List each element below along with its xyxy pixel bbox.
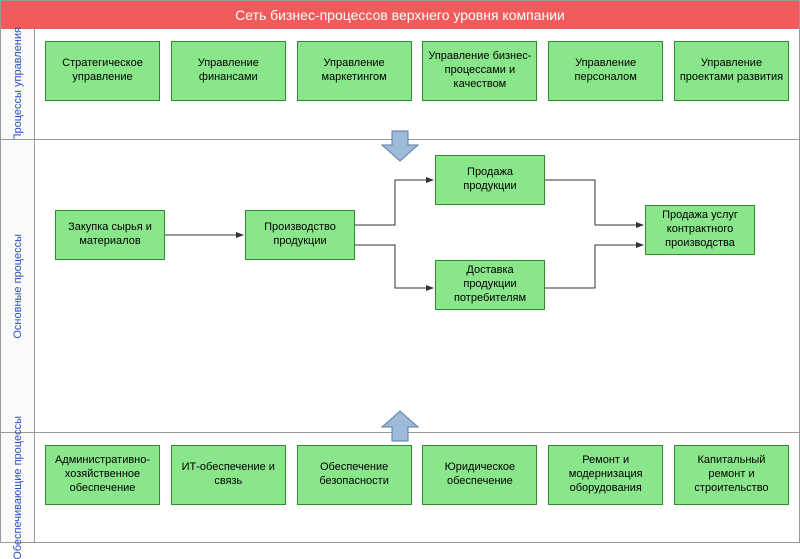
node-admin: Административно-хозяйственное обеспечени… bbox=[45, 445, 160, 505]
node-production: Производство продукции bbox=[245, 210, 355, 260]
node-procurement: Закупка сырья и материалов bbox=[55, 210, 165, 260]
node-marketing-mgmt: Управление маркетингом bbox=[297, 41, 412, 101]
lane-label-text: Основные процессы bbox=[12, 234, 24, 339]
node-strategic-mgmt: Стратегическое управление bbox=[45, 41, 160, 101]
lane-label-management: Процессы управления bbox=[1, 29, 35, 139]
node-capital: Капитальный ремонт и строительство bbox=[674, 445, 789, 505]
node-security: Обеспечение безопасности bbox=[297, 445, 412, 505]
lanes-wrap: Процессы управления Стратегическое управ… bbox=[1, 29, 799, 542]
node-sales-product: Продажа продукции bbox=[435, 155, 545, 205]
node-delivery: Доставка продукции потребителям bbox=[435, 260, 545, 310]
lane-label-text: Процессы управления bbox=[12, 27, 24, 141]
node-finance-mgmt: Управление финансами bbox=[171, 41, 286, 101]
node-project-mgmt: Управление проектами развития bbox=[674, 41, 789, 101]
lane-body-support: Административно-хозяйственное обеспечени… bbox=[35, 433, 799, 542]
node-legal: Юридическое обеспечение bbox=[422, 445, 537, 505]
big-arrow-down-icon bbox=[380, 129, 420, 163]
diagram-container: Сеть бизнес-процессов верхнего уровня ко… bbox=[0, 0, 800, 543]
node-repair: Ремонт и модернизация оборудования bbox=[548, 445, 663, 505]
lane-support: Обеспечивающие процессы Административно-… bbox=[1, 432, 799, 542]
big-arrow-up-icon bbox=[380, 409, 420, 443]
node-sales-contract: Продажа услуг контрактного производства bbox=[645, 205, 755, 255]
lane-label-text: Обеспечивающие процессы bbox=[12, 416, 24, 559]
flow-edges bbox=[35, 140, 799, 432]
node-bpq-mgmt: Управление бизнес-процессами и качеством bbox=[422, 41, 537, 101]
lane-management: Процессы управления Стратегическое управ… bbox=[1, 29, 799, 139]
diagram-title: Сеть бизнес-процессов верхнего уровня ко… bbox=[1, 1, 799, 29]
lane-body-management: Стратегическое управление Управление фин… bbox=[35, 29, 799, 139]
lane-label-core: Основные процессы bbox=[1, 140, 35, 432]
node-it: ИТ-обеспечение и связь bbox=[171, 445, 286, 505]
lane-core: Основные процессы bbox=[1, 139, 799, 432]
lane-label-support: Обеспечивающие процессы bbox=[1, 433, 35, 542]
lane-body-core: Закупка сырья и материалов Производство … bbox=[35, 140, 799, 432]
node-hr-mgmt: Управление персоналом bbox=[548, 41, 663, 101]
